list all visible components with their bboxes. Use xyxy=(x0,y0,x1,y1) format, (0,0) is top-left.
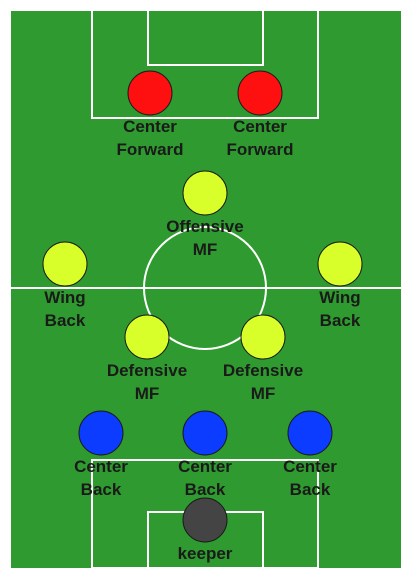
player-marker xyxy=(237,70,283,116)
player-label: Offensive xyxy=(166,217,243,236)
player-om: Offensive MF xyxy=(166,170,244,259)
center-circle xyxy=(143,226,267,350)
player-gk: keeper xyxy=(178,497,233,563)
player-marker xyxy=(182,170,228,216)
player-label: MF xyxy=(251,384,276,403)
player-label: Wing xyxy=(319,288,360,307)
players-layer: Center Forward Center Forward Offensive MF Win… xyxy=(42,70,363,563)
player-label: Center xyxy=(233,117,287,136)
player-label: Back xyxy=(185,480,226,499)
player-label: Back xyxy=(290,480,331,499)
player-label: Defensive xyxy=(107,361,187,380)
player-cf-left: Center Forward xyxy=(116,70,184,159)
player-marker xyxy=(78,410,124,456)
player-label: Back xyxy=(81,480,122,499)
player-marker xyxy=(182,497,228,543)
player-label: Center xyxy=(74,457,128,476)
player-label: Center xyxy=(283,457,337,476)
player-label: Defensive xyxy=(223,361,303,380)
player-marker xyxy=(240,314,286,360)
player-cb-left: Center Back xyxy=(74,410,128,499)
player-dm-left: Defensive MF xyxy=(107,314,187,403)
player-marker xyxy=(124,314,170,360)
player-label: Wing xyxy=(44,288,85,307)
player-label: MF xyxy=(135,384,160,403)
player-label: Forward xyxy=(116,140,183,159)
pitch-field xyxy=(9,9,403,570)
player-marker xyxy=(127,70,173,116)
player-marker xyxy=(317,241,363,287)
player-label: Center xyxy=(178,457,232,476)
player-dm-right: Defensive MF xyxy=(223,314,303,403)
player-label: Forward xyxy=(226,140,293,159)
player-cf-right: Center Forward xyxy=(226,70,294,159)
player-label: Back xyxy=(320,311,361,330)
player-marker xyxy=(182,410,228,456)
top-goal-box xyxy=(147,9,264,66)
player-cb-center: Center Back xyxy=(178,410,232,499)
player-label: keeper xyxy=(178,544,233,563)
player-label: MF xyxy=(193,240,218,259)
player-marker xyxy=(42,241,88,287)
player-cb-right: Center Back xyxy=(283,410,337,499)
player-marker xyxy=(287,410,333,456)
player-label: Back xyxy=(45,311,86,330)
player-wb-left: Wing Back xyxy=(42,241,88,330)
player-label: Center xyxy=(123,117,177,136)
player-wb-right: Wing Back xyxy=(317,241,363,330)
